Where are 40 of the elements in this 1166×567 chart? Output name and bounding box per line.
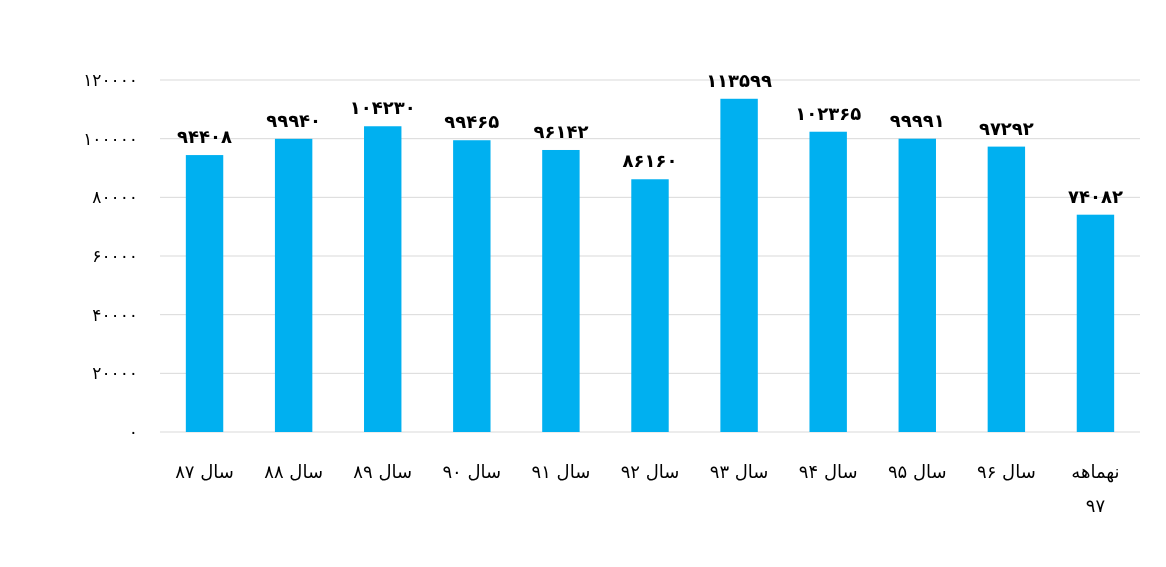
bar	[274, 138, 313, 432]
data-label: ۹۷۲۹۲	[978, 117, 1034, 139]
x-tick-label: سال ۹۰	[442, 461, 502, 482]
y-tick-label: ۰	[128, 422, 138, 442]
x-tick-label: سال ۹۴	[798, 461, 858, 482]
data-label: ۸۶۱۶۰	[622, 150, 678, 172]
x-tick-label: سال ۸۸	[264, 461, 323, 482]
data-label: ۹۹۹۴۰	[266, 109, 322, 131]
x-tick-label: نهماهه ۹۷	[1071, 461, 1120, 516]
x-tick-label: سال ۹۳	[709, 461, 769, 482]
data-label: ۷۴۰۸۲	[1067, 185, 1123, 207]
bar	[364, 126, 402, 432]
data-label: ۱۰۲۳۶۵	[795, 102, 862, 124]
y-tick-label: ۲۰۰۰۰	[92, 363, 138, 384]
bar	[809, 131, 847, 432]
y-tick-label: ۱۲۰۰۰۰	[83, 70, 138, 90]
bar	[720, 98, 758, 432]
bar	[542, 149, 580, 432]
data-label: ۱۰۴۲۳۰	[349, 97, 416, 119]
x-tick-label: سال ۹۱	[531, 461, 591, 482]
bar	[1076, 214, 1115, 432]
data-label: ۱۱۳۵۹۹	[706, 69, 773, 91]
x-tick-label: سال ۹۲	[620, 461, 680, 482]
bar	[185, 155, 224, 432]
x-tick-label: سال ۹۶	[977, 461, 1036, 482]
bar	[631, 179, 669, 432]
y-tick-label: ۱۰۰۰۰۰	[83, 128, 138, 149]
bar	[987, 146, 1026, 432]
bar	[898, 138, 936, 432]
y-tick-label: ۶۰۰۰۰	[92, 246, 138, 266]
data-label: ۹۹۹۹۱	[889, 109, 945, 131]
bar	[453, 140, 491, 432]
data-label: ۹۶۱۴۲	[533, 120, 589, 142]
data-label: ۹۴۴۰۸	[177, 126, 233, 148]
y-tick-label: ۴۰۰۰۰	[92, 304, 138, 325]
x-tick-label: سال ۸۷	[175, 461, 234, 482]
data-label: ۹۹۴۶۵	[444, 111, 500, 133]
x-tick-label: سال ۸۹	[353, 461, 413, 482]
y-tick-label: ۸۰۰۰۰	[92, 187, 138, 208]
x-tick-label: سال ۹۵	[887, 461, 947, 482]
